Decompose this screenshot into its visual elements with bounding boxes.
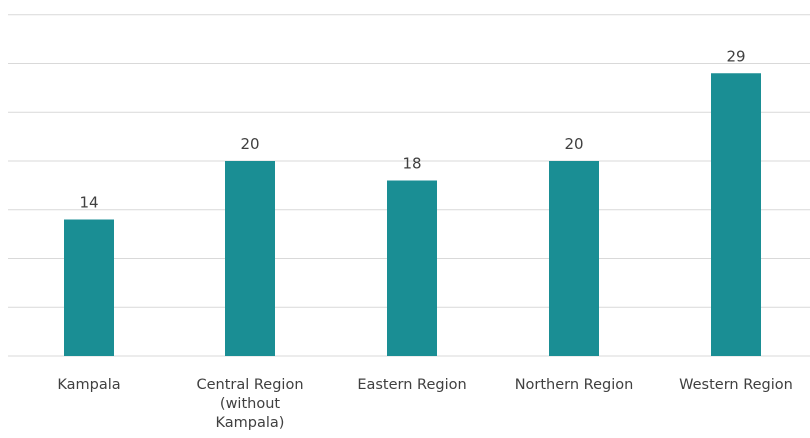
data-label: 14	[79, 194, 98, 212]
category-label: Eastern Region	[357, 377, 466, 393]
category-label: Western Region	[679, 377, 793, 393]
data-label: 20	[240, 135, 259, 153]
bar	[64, 219, 114, 356]
data-label: 20	[564, 135, 583, 153]
data-label: 18	[402, 155, 421, 173]
category-label: Kampala	[57, 377, 120, 393]
category-label: Central Region (without Kampala)	[196, 377, 303, 431]
data-labels: 14 20 18 20 29	[79, 47, 745, 211]
data-label: 29	[726, 47, 745, 65]
category-label: Northern Region	[515, 377, 634, 393]
bar	[225, 161, 275, 356]
bar	[711, 73, 761, 356]
bar	[549, 161, 599, 356]
bars	[64, 73, 761, 356]
bar	[387, 180, 437, 356]
category-labels: Kampala Central Region (without Kampala) Eas…	[57, 377, 793, 431]
